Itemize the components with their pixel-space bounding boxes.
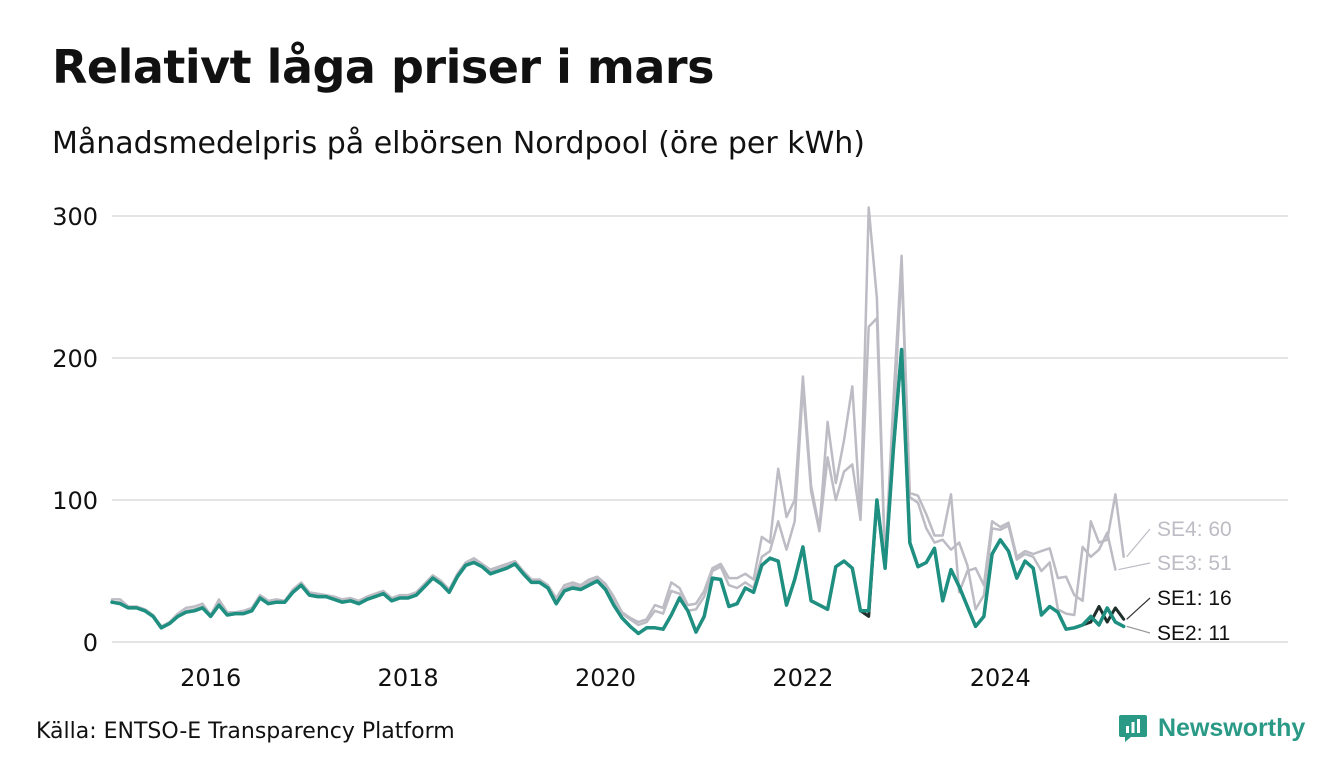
x-tick-label-2024: 2024 xyxy=(970,664,1031,692)
end-label-se2: SE2: 11 xyxy=(1157,622,1230,645)
leader-line-se4 xyxy=(1126,528,1151,558)
leader-line-se2 xyxy=(1126,625,1151,634)
leader-line-se1 xyxy=(1126,597,1151,620)
y-tick-label-100: 100 xyxy=(52,487,98,515)
page-title: Relativt låga priser i mars xyxy=(52,40,714,94)
brand-logo: Newsworthy xyxy=(1118,713,1305,743)
end-label-se3: SE3: 51 xyxy=(1157,552,1232,575)
y-tick-label-200: 200 xyxy=(52,345,98,373)
gridlines xyxy=(112,215,1288,643)
series-end-labels: SE4: 60 SE3: 51 SE1: 16 SE2: 11 xyxy=(1118,518,1232,645)
x-tick-label-2018: 2018 xyxy=(378,664,439,692)
bar-chart-speech-bubble-icon xyxy=(1119,715,1147,742)
series-line-se4 xyxy=(110,206,1125,628)
x-tick-label-2020: 2020 xyxy=(575,664,636,692)
series-line-se2 xyxy=(110,347,1126,636)
x-tick-label-2016: 2016 xyxy=(180,664,241,692)
x-axis-tick-labels: 2016 2018 2020 2022 2024 xyxy=(180,664,1031,692)
leader-line-se3 xyxy=(1118,562,1151,571)
page-subtitle: Månadsmedelpris på elbörsen Nordpool (ör… xyxy=(52,126,865,161)
series-line-se3 xyxy=(110,265,1117,630)
y-axis-tick-labels: 0 100 200 300 xyxy=(52,203,98,657)
end-label-se4: SE4: 60 xyxy=(1157,518,1232,541)
source-note: Källa: ENTSO-E Transparency Platform xyxy=(36,719,455,744)
end-label-se1: SE1: 16 xyxy=(1157,587,1232,610)
y-tick-label-300: 300 xyxy=(52,203,98,231)
brand-name: Newsworthy xyxy=(1158,713,1306,742)
x-tick-label-2022: 2022 xyxy=(772,664,833,692)
y-tick-label-0: 0 xyxy=(83,629,98,657)
series-lines xyxy=(110,206,1126,636)
